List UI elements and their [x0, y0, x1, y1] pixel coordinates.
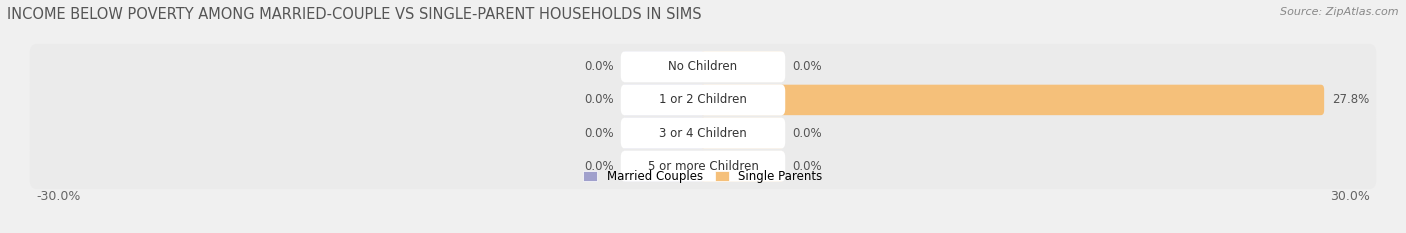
Text: 0.0%: 0.0%: [585, 93, 614, 106]
Text: Source: ZipAtlas.com: Source: ZipAtlas.com: [1281, 7, 1399, 17]
FancyBboxPatch shape: [700, 51, 785, 82]
FancyBboxPatch shape: [621, 118, 706, 148]
FancyBboxPatch shape: [30, 143, 1376, 189]
FancyBboxPatch shape: [621, 85, 706, 115]
Text: 0.0%: 0.0%: [585, 127, 614, 140]
FancyBboxPatch shape: [700, 118, 785, 148]
FancyBboxPatch shape: [30, 44, 1376, 90]
FancyBboxPatch shape: [700, 85, 1324, 115]
FancyBboxPatch shape: [621, 117, 785, 149]
Text: INCOME BELOW POVERTY AMONG MARRIED-COUPLE VS SINGLE-PARENT HOUSEHOLDS IN SIMS: INCOME BELOW POVERTY AMONG MARRIED-COUPL…: [7, 7, 702, 22]
Text: 0.0%: 0.0%: [792, 60, 821, 73]
FancyBboxPatch shape: [621, 84, 785, 116]
FancyBboxPatch shape: [621, 151, 706, 182]
FancyBboxPatch shape: [700, 151, 785, 182]
Text: 3 or 4 Children: 3 or 4 Children: [659, 127, 747, 140]
Legend: Married Couples, Single Parents: Married Couples, Single Parents: [579, 166, 827, 188]
Text: -30.0%: -30.0%: [37, 190, 80, 203]
Text: 30.0%: 30.0%: [1330, 190, 1369, 203]
FancyBboxPatch shape: [621, 51, 706, 82]
Text: 0.0%: 0.0%: [585, 60, 614, 73]
Text: 0.0%: 0.0%: [792, 160, 821, 173]
FancyBboxPatch shape: [621, 51, 785, 82]
FancyBboxPatch shape: [30, 110, 1376, 156]
FancyBboxPatch shape: [30, 77, 1376, 123]
Text: 5 or more Children: 5 or more Children: [648, 160, 758, 173]
Text: 1 or 2 Children: 1 or 2 Children: [659, 93, 747, 106]
Text: No Children: No Children: [668, 60, 738, 73]
Text: 0.0%: 0.0%: [792, 127, 821, 140]
Text: 27.8%: 27.8%: [1331, 93, 1369, 106]
FancyBboxPatch shape: [621, 151, 785, 182]
Text: 0.0%: 0.0%: [585, 160, 614, 173]
